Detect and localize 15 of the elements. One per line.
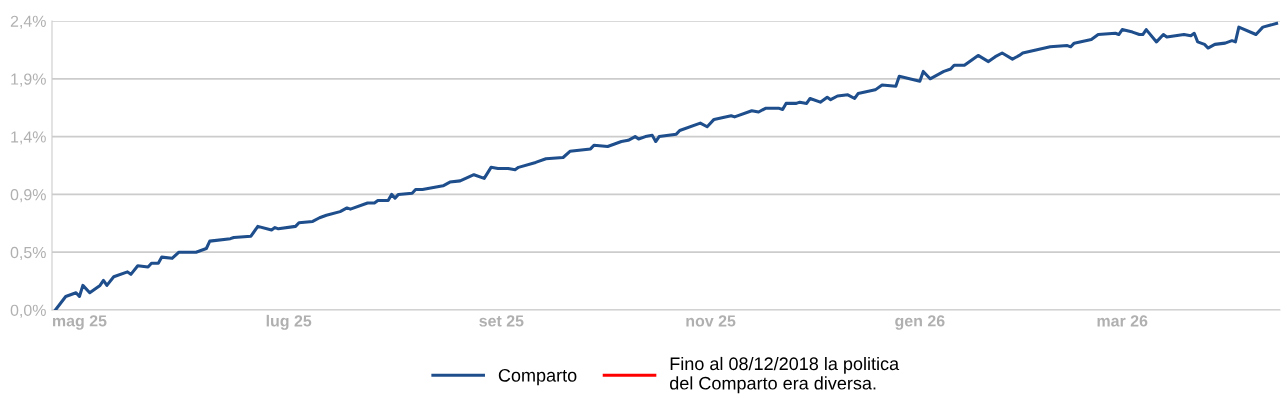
x-tick-label: gen 26 [895, 315, 945, 330]
y-tick-label: 2,4% [10, 15, 46, 29]
x-tick-label: mar 26 [1097, 315, 1148, 327]
legend-label: Fino al 08/12/2018 la politica del Comparto era diversa. [670, 356, 900, 394]
y-tick-label: 0,5% [10, 246, 46, 261]
y-tick-label: 1,9% [11, 73, 46, 87]
x-tick-label: mag 25 [52, 315, 107, 330]
legend-label: Comparto [498, 368, 577, 386]
y-tick-label: 0,0% [10, 304, 46, 318]
y-tick-label: 1,4% [11, 131, 46, 145]
x-tick-label: lug 25 [266, 314, 312, 330]
y-tick-label: 0,9% [10, 189, 46, 203]
line-series [53, 21, 1279, 310]
x-tick-label: set 25 [479, 315, 524, 327]
x-tick-label: nov 25 [686, 315, 736, 327]
